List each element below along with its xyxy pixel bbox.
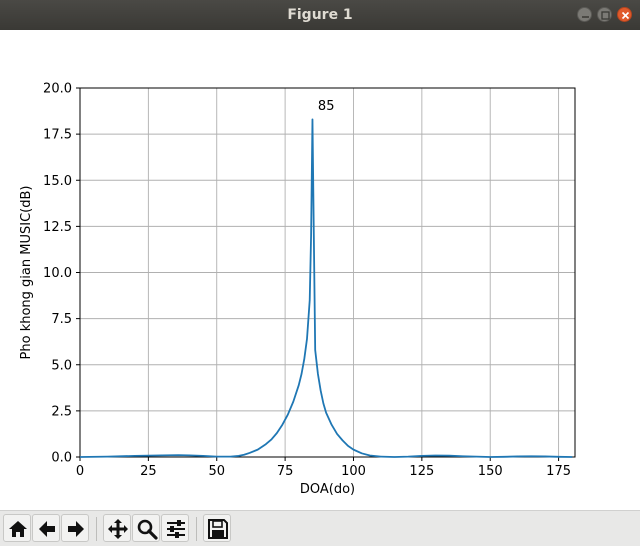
toolbar-separator [96,517,97,541]
close-icon [621,11,630,20]
y-tick-label: 17.5 [43,128,72,143]
home-icon [9,521,27,537]
peak-annotation: 85 [318,99,335,114]
move-icon [108,519,128,539]
maximize-icon [601,11,610,20]
zoom-button[interactable] [132,514,160,542]
axis-ticks: 0 25 50 75 100 125 150 175 0.0 2.5 5.0 7.5 10.0 12.5 1… [43,82,571,480]
y-tick-label: 12.5 [43,220,72,235]
music-spectrum-chart: 0 25 50 75 100 125 150 175 0.0 2.5 5.0 7.5 10.0 12.5 1… [19,82,576,497]
toolbar-separator [196,517,197,541]
y-tick-label: 15.0 [43,174,72,189]
x-axis-label: DOA(do) [300,482,355,497]
x-tick-label: 175 [546,464,571,479]
floppy-icon [208,519,228,539]
window-title: Figure 1 [287,7,353,23]
minimize-button[interactable] [577,7,592,22]
save-button[interactable] [203,514,231,542]
y-tick-label: 10.0 [43,266,72,281]
close-button[interactable] [617,7,632,22]
x-tick-label: 100 [341,464,366,479]
figure-canvas[interactable]: 0 25 50 75 100 125 150 175 0.0 2.5 5.0 7.5 10.0 12.5 1… [0,30,640,510]
magnifier-icon [137,519,158,540]
window-titlebar: Figure 1 [0,0,640,30]
sliders-icon [167,520,185,538]
x-tick-label: 0 [76,464,84,479]
x-tick-label: 75 [277,464,294,479]
x-tick-label: 25 [140,464,157,479]
home-button[interactable] [3,514,31,542]
configure-subplots-button[interactable] [161,514,189,542]
y-tick-label: 0.0 [51,451,72,466]
back-button[interactable] [32,514,60,542]
minimize-icon [582,16,589,18]
arrow-left-icon [39,521,55,537]
y-tick-label: 20.0 [43,82,72,97]
forward-button[interactable] [61,514,89,542]
maximize-button[interactable] [597,7,612,22]
navigation-toolbar [0,510,640,546]
music-spectrum-line [79,118,573,458]
grid-lines [79,87,575,458]
pan-button[interactable] [103,514,131,542]
y-tick-label: 2.5 [51,404,72,419]
y-tick-label: 5.0 [51,358,72,373]
arrow-right-icon [68,521,84,537]
x-tick-label: 125 [409,464,434,479]
y-tick-label: 7.5 [51,312,72,327]
y-axis-label: Pho khong gian MUSIC(dB) [19,186,34,360]
x-tick-label: 50 [208,464,225,479]
x-tick-label: 150 [478,464,503,479]
